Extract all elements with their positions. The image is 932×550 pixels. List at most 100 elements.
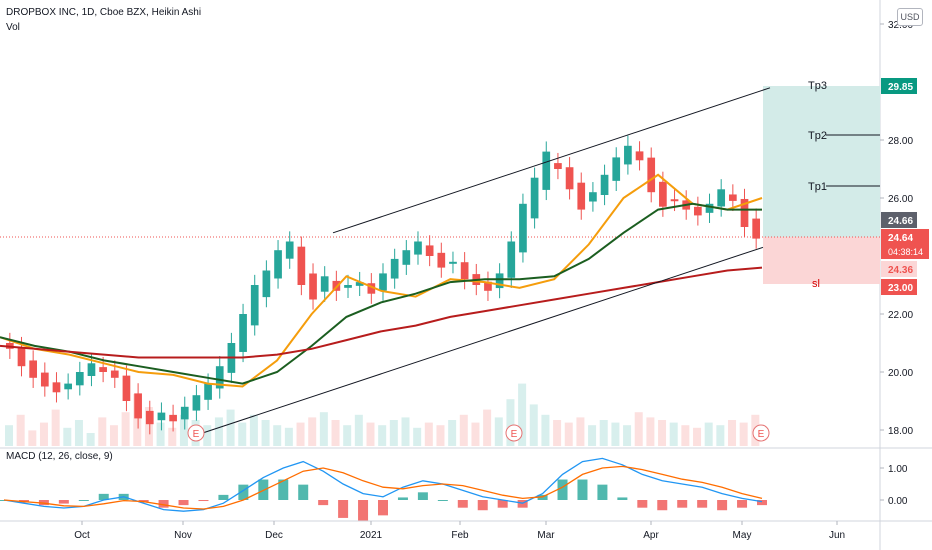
macd-histogram-bar [657, 500, 668, 511]
candle-body [425, 245, 434, 256]
macd-histogram-bar [477, 500, 488, 511]
candle-body [717, 189, 726, 207]
macd-histogram-bar [417, 492, 428, 500]
volume-bar [51, 409, 60, 446]
macd-histogram-bar [378, 500, 388, 516]
volume-bar [623, 425, 632, 446]
volume-bar [576, 417, 585, 446]
volume-bar [588, 425, 597, 446]
volume-bar [728, 420, 737, 446]
flag-tp3: 29.85 [888, 82, 913, 93]
candle-body [110, 370, 119, 378]
flag-last-price: 24.64 [888, 233, 913, 244]
stop-zone[interactable] [763, 237, 880, 284]
volume-bar [331, 420, 340, 446]
candle-body [752, 218, 761, 239]
volume-bar [16, 414, 25, 446]
macd-histogram-bar [318, 500, 329, 506]
volume-bar [63, 427, 72, 446]
volume-bar [109, 425, 118, 446]
volume-bar [436, 425, 445, 446]
target-zone[interactable] [763, 86, 880, 237]
macd-histogram-bar [617, 497, 628, 500]
candle-body [740, 198, 749, 227]
flag-ma: 24.66 [888, 216, 913, 227]
candle-body [414, 241, 422, 255]
candle-body [367, 283, 376, 294]
candle-body [390, 258, 399, 279]
candle-body [519, 203, 527, 253]
macd-histogram-bar [457, 500, 468, 508]
candle-body [659, 181, 667, 207]
volume-bar [704, 422, 713, 446]
earnings-marker-feb[interactable]: E [505, 424, 523, 442]
tp3-label[interactable]: Tp3 [808, 80, 827, 92]
earnings-marker-nov[interactable]: E [187, 424, 205, 442]
tp2-label[interactable]: Tp2 [808, 130, 827, 142]
macd-histogram-bar [218, 494, 229, 500]
candle-body [192, 395, 201, 411]
macd-histogram-bar [737, 500, 748, 508]
candle-body [145, 410, 154, 425]
tp1-label[interactable]: Tp1 [808, 181, 827, 193]
candle-body [169, 414, 177, 422]
currency-button[interactable]: USD [897, 8, 923, 26]
volume-bar [366, 422, 375, 446]
macd-legend[interactable]: MACD (12, 26, close, 9) [6, 451, 113, 462]
earnings-marker-label: E [193, 429, 200, 440]
volume-bar [121, 412, 130, 446]
candle-body [635, 151, 644, 161]
candle-body [274, 250, 282, 279]
volume-bar [168, 427, 177, 446]
price-tick-label: 22.00 [888, 310, 913, 321]
macd-histogram-bar [158, 500, 169, 508]
time-tick-label: 2021 [360, 530, 383, 541]
trend-channel [202, 87, 771, 434]
candle-body [87, 363, 96, 376]
volume-bar [693, 427, 702, 446]
volume-bar [494, 417, 503, 446]
candle-body [250, 285, 259, 326]
volume-bar [658, 420, 667, 446]
chart-title[interactable]: DROPBOX INC, 1D, Cboe BZX, Heikin Ashi [6, 7, 202, 18]
volume-bar [459, 414, 468, 446]
macd-histogram-bar [358, 500, 369, 521]
macd-pane[interactable] [0, 449, 880, 521]
volume-bar [401, 417, 410, 446]
macd-histogram-bar [717, 500, 728, 511]
candle-body [99, 367, 107, 372]
macd-histogram-bar [198, 500, 209, 502]
moving-average-line [0, 173, 763, 388]
candle-body [40, 372, 49, 387]
candle-body [17, 347, 26, 367]
volume-bar [74, 420, 83, 446]
volume-bar [599, 420, 608, 446]
candle-body [297, 246, 306, 285]
volume-bar [448, 420, 457, 446]
macd-histogram-bar [278, 479, 289, 500]
sl-label[interactable]: sl [812, 278, 820, 290]
macd-line [3, 457, 763, 512]
volume-bar [413, 427, 422, 446]
candle-body [402, 250, 411, 265]
volume-bar [179, 414, 188, 446]
volume-bar [354, 414, 363, 446]
macd-histogram-bar [98, 493, 109, 500]
candle-body [64, 383, 72, 390]
candle-body [157, 412, 166, 421]
volume-bar [5, 425, 13, 446]
volume-bar [203, 425, 212, 446]
macd-histogram-bar [338, 500, 349, 518]
earnings-marker-may[interactable]: E [752, 424, 770, 442]
macd-histogram-bar [58, 500, 69, 504]
macd-histogram-bar [78, 500, 89, 501]
price-tick-label: 26.00 [888, 194, 913, 205]
time-tick-label: Feb [451, 530, 469, 541]
candle-body [600, 174, 609, 195]
flag-sl: 23.00 [888, 283, 913, 294]
candle-body [565, 167, 574, 190]
volume-legend[interactable]: Vol [6, 22, 20, 33]
volume-bar [716, 425, 725, 446]
candle-body [320, 276, 329, 292]
volume-bar [529, 404, 538, 446]
